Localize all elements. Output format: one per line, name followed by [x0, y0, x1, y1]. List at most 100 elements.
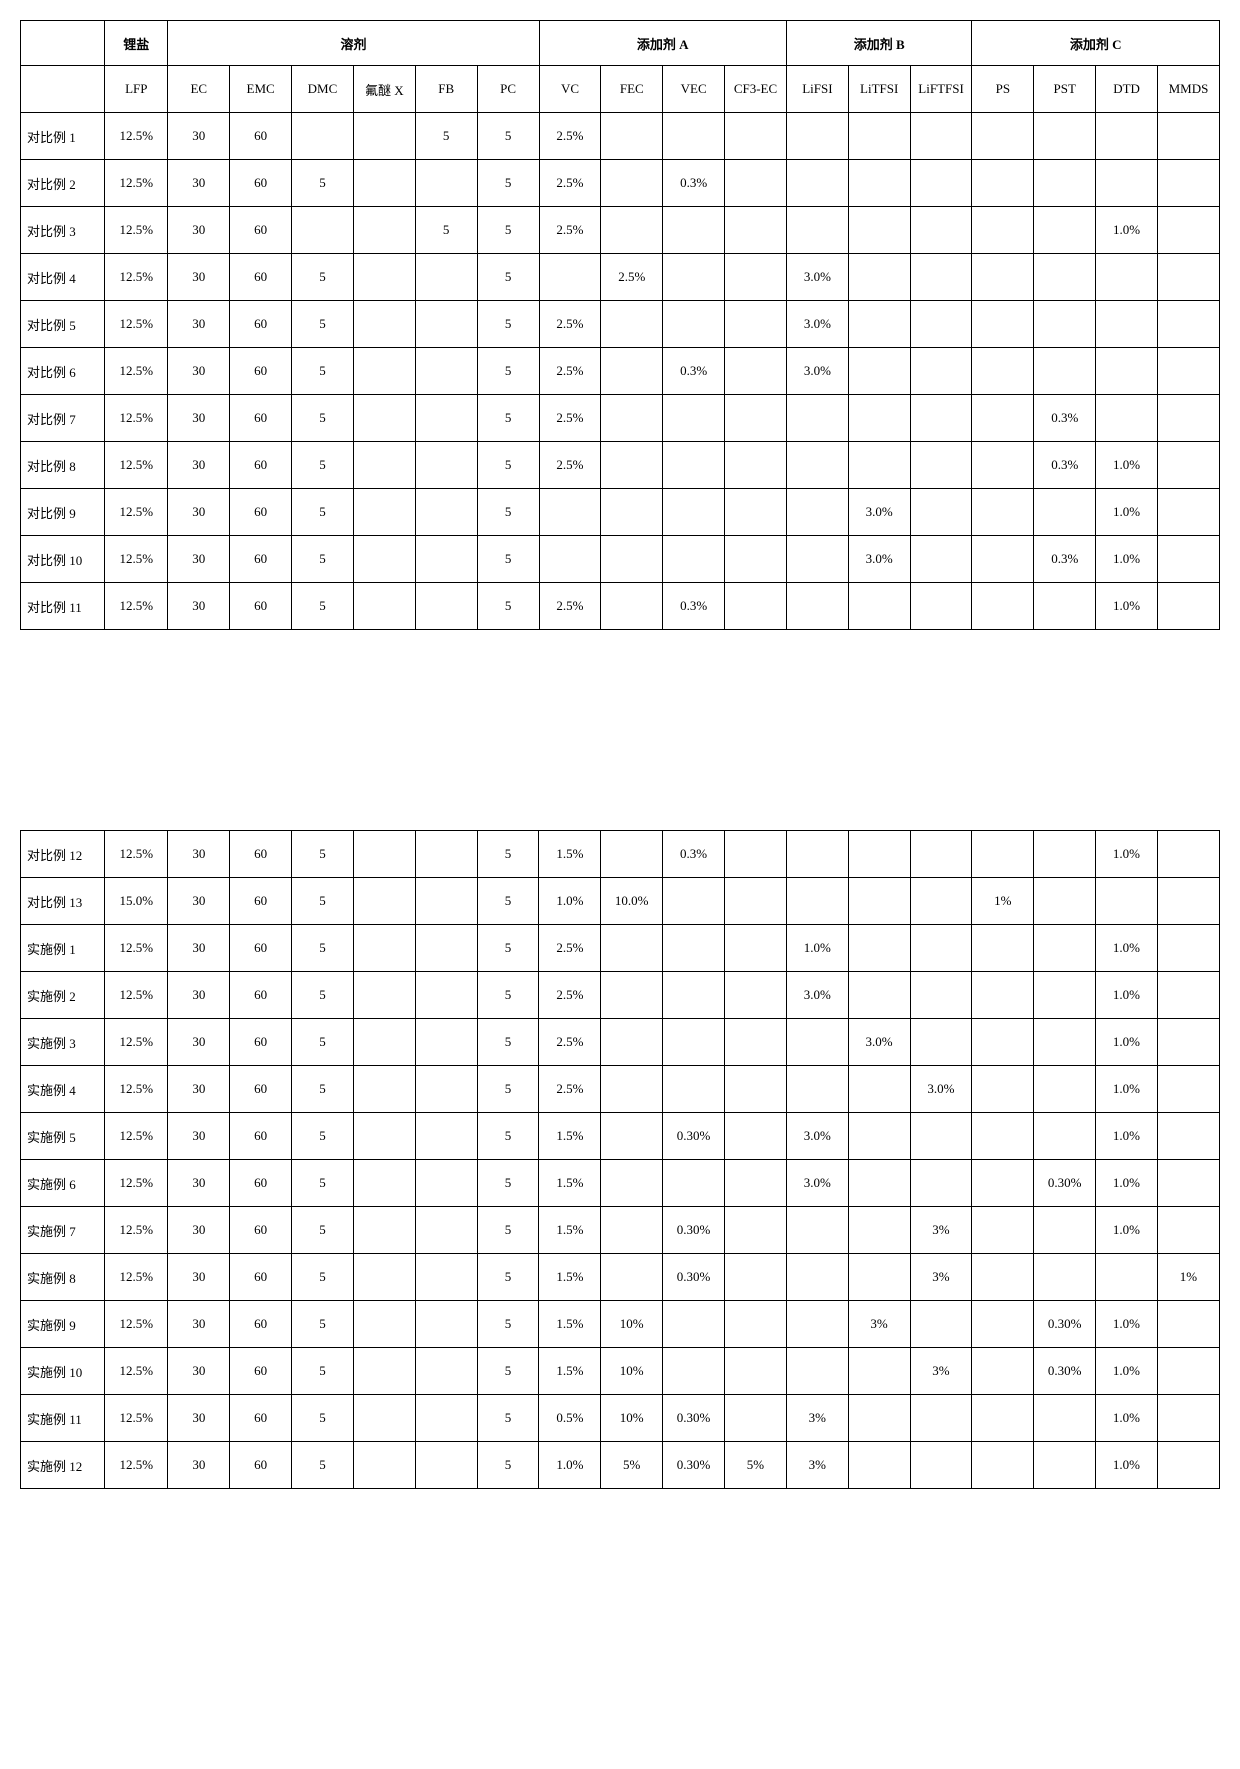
data-cell — [724, 1066, 786, 1113]
data-cell — [972, 972, 1034, 1019]
data-cell — [1034, 831, 1096, 878]
row-label: 对比例 2 — [21, 160, 105, 207]
data-cell — [415, 1254, 477, 1301]
data-cell: 12.5% — [105, 1301, 168, 1348]
data-cell: 3% — [848, 1301, 910, 1348]
data-cell — [910, 160, 972, 207]
data-cell — [353, 583, 415, 630]
data-cell: 3.0% — [848, 489, 910, 536]
data-cell — [786, 878, 848, 925]
table-row: 对比例 112.5%3060552.5% — [21, 113, 1220, 160]
data-cell: 2.5% — [539, 442, 601, 489]
data-cell: 30 — [168, 489, 230, 536]
data-cell: 60 — [230, 254, 292, 301]
data-cell — [724, 831, 786, 878]
data-cell: 1.0% — [539, 1442, 601, 1489]
data-cell — [724, 878, 786, 925]
data-cell — [848, 1442, 910, 1489]
data-cell — [725, 442, 787, 489]
data-cell: 5 — [292, 1395, 354, 1442]
data-cell — [601, 395, 663, 442]
data-cell — [972, 1301, 1034, 1348]
data-cell — [724, 1019, 786, 1066]
data-cell — [601, 1160, 663, 1207]
data-cell: 60 — [230, 972, 292, 1019]
table-row: 对比例 1212.5%3060551.5%0.3%1.0% — [21, 831, 1220, 878]
data-cell — [601, 489, 663, 536]
data-cell — [972, 1442, 1034, 1489]
data-cell: 12.5% — [105, 395, 168, 442]
table-row: 实施例 912.5%3060551.5%10%3%0.30%1.0% — [21, 1301, 1220, 1348]
data-cell — [353, 1113, 415, 1160]
data-cell — [663, 301, 725, 348]
row-label: 对比例 13 — [21, 878, 105, 925]
sub-header-4: DMC — [292, 66, 354, 113]
data-cell: 30 — [168, 1113, 230, 1160]
data-cell: 1.0% — [1096, 1207, 1158, 1254]
data-cell — [725, 160, 787, 207]
table-row: 实施例 712.5%3060551.5%0.30%3%1.0% — [21, 1207, 1220, 1254]
data-cell: 30 — [168, 878, 230, 925]
data-cell — [848, 1348, 910, 1395]
data-cell — [353, 1442, 415, 1489]
data-cell: 3.0% — [786, 254, 848, 301]
data-cell — [972, 925, 1034, 972]
data-cell — [601, 925, 663, 972]
group-header-2: 溶剂 — [168, 21, 539, 66]
data-cell — [415, 1019, 477, 1066]
row-label: 对比例 4 — [21, 254, 105, 301]
table-row: 对比例 1012.5%3060553.0%0.3%1.0% — [21, 536, 1220, 583]
data-cell: 60 — [230, 925, 292, 972]
data-table-bottom: 对比例 1212.5%3060551.5%0.3%1.0%对比例 1315.0%… — [20, 830, 1220, 1489]
data-cell — [601, 160, 663, 207]
data-cell: 30 — [168, 1395, 230, 1442]
sub-header-row: LFPECEMCDMC氟醚 XFBPCVCFECVECCF3-ECLiFSILi… — [21, 66, 1220, 113]
data-cell: 5 — [477, 1066, 539, 1113]
data-cell — [1096, 878, 1158, 925]
data-cell: 5 — [477, 1160, 539, 1207]
sub-header-0 — [21, 66, 105, 113]
data-cell — [1034, 1066, 1096, 1113]
data-cell — [415, 1395, 477, 1442]
data-cell — [910, 1442, 972, 1489]
data-cell: 1.5% — [539, 1254, 601, 1301]
data-cell: 2.5% — [539, 207, 601, 254]
data-cell — [601, 207, 663, 254]
sub-header-6: FB — [415, 66, 477, 113]
data-cell — [1034, 1442, 1096, 1489]
data-cell — [601, 301, 663, 348]
data-cell: 12.5% — [105, 925, 168, 972]
data-cell — [1034, 972, 1096, 1019]
data-cell — [1158, 254, 1220, 301]
data-cell — [353, 925, 415, 972]
data-cell: 3% — [910, 1348, 972, 1395]
data-cell: 5 — [477, 207, 539, 254]
data-cell — [786, 1254, 848, 1301]
data-cell: 5 — [477, 489, 539, 536]
data-cell — [910, 207, 972, 254]
data-cell — [415, 254, 477, 301]
data-cell — [910, 1019, 972, 1066]
data-cell: 1.0% — [786, 925, 848, 972]
data-cell: 12.5% — [105, 1019, 168, 1066]
data-cell — [848, 348, 910, 395]
data-cell: 3.0% — [786, 348, 848, 395]
data-cell: 5 — [477, 583, 539, 630]
data-cell — [353, 348, 415, 395]
data-cell: 10% — [601, 1348, 663, 1395]
data-cell: 10.0% — [601, 878, 663, 925]
data-cell — [725, 489, 787, 536]
data-cell — [786, 536, 848, 583]
data-cell — [724, 1254, 786, 1301]
data-cell: 5 — [415, 207, 477, 254]
data-cell — [848, 1254, 910, 1301]
data-cell: 3% — [786, 1442, 848, 1489]
table-row: 实施例 612.5%3060551.5%3.0%0.30%1.0% — [21, 1160, 1220, 1207]
data-cell — [972, 1160, 1034, 1207]
data-cell — [910, 1160, 972, 1207]
data-cell — [353, 254, 415, 301]
sub-header-7: PC — [477, 66, 539, 113]
sub-header-15: PS — [972, 66, 1034, 113]
data-cell — [1158, 489, 1220, 536]
data-cell — [972, 442, 1034, 489]
